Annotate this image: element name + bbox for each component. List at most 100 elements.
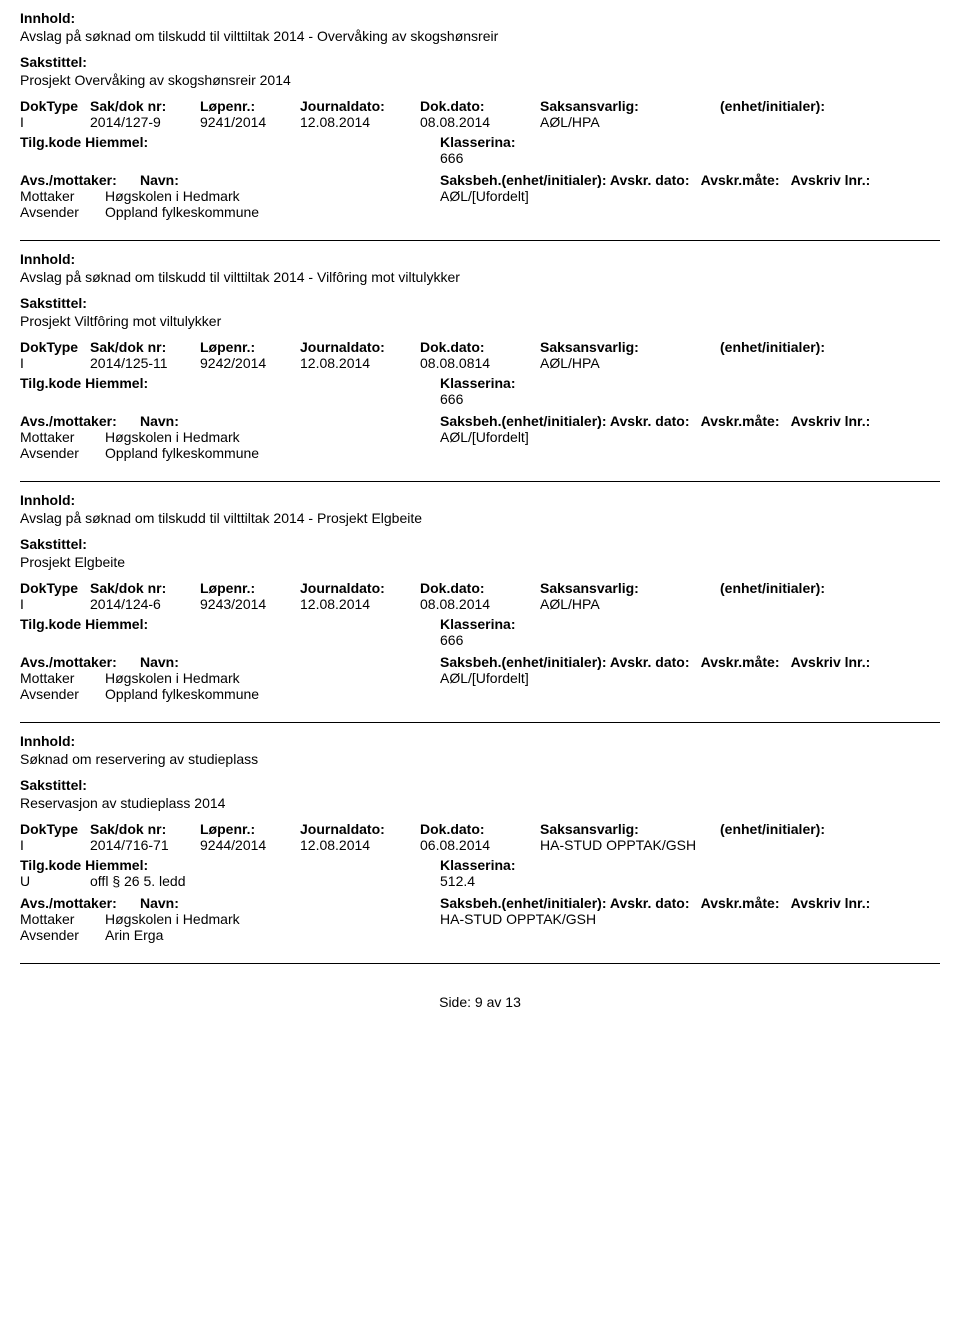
avsender-row: Avsender Oppland fylkeskommune <box>20 204 940 220</box>
value-doktype: I <box>20 837 90 853</box>
header-dokdato: Dok.dato: <box>420 339 540 355</box>
journal-record: Innhold: Avslag på søknad om tilskudd ti… <box>20 481 940 702</box>
header-avskrdato: Avskr. dato: <box>610 413 690 429</box>
avsender-navn: Oppland fylkeskommune <box>105 445 440 461</box>
journal-record: Innhold: Søknad om reservering av studie… <box>20 722 940 943</box>
header-dokdato: Dok.dato: <box>420 580 540 596</box>
avsender-role: Avsender <box>20 204 105 220</box>
mottaker-row: Mottaker Høgskolen i Hedmark HA-STUD OPP… <box>20 911 940 927</box>
header-enhet: (enhet/initialer): <box>720 580 860 596</box>
record-divider <box>20 481 940 482</box>
header-navn: Navn: <box>140 654 340 670</box>
tilg-label: Tilg.kode <box>20 134 81 150</box>
value-dokdato: 06.08.2014 <box>420 837 540 853</box>
value-enhet <box>720 596 860 612</box>
klassering-label: Klasserina: <box>440 616 940 632</box>
sakstittel-label: Sakstittel: <box>20 54 940 70</box>
value-sakdok: 2014/127-9 <box>90 114 200 130</box>
header-doktype: DokType <box>20 339 90 355</box>
mottaker-role: Mottaker <box>20 911 105 927</box>
header-doktype: DokType <box>20 98 90 114</box>
tilg-label: Tilg.kode <box>20 857 81 873</box>
value-klassering: 666 <box>440 391 940 407</box>
value-tilg: U <box>20 873 90 889</box>
header-avskrmate: Avskr.måte: <box>701 654 780 670</box>
header-journaldato: Journaldato: <box>300 98 420 114</box>
value-lopenr: 9241/2014 <box>200 114 300 130</box>
header-avsmot: Avs./mottaker: <box>20 895 140 911</box>
header-saksansvarlig: Saksansvarlig: <box>540 580 720 596</box>
innhold-text: Avslag på søknad om tilskudd til vilttil… <box>20 510 940 526</box>
mottaker-navn: Høgskolen i Hedmark <box>105 670 440 686</box>
value-hjemmel: offl § 26 5. ledd <box>90 873 185 889</box>
value-klassering: 512.4 <box>440 873 940 889</box>
header-navn: Navn: <box>140 895 340 911</box>
tilg-label: Tilg.kode <box>20 616 81 632</box>
header-avskrmate: Avskr.måte: <box>701 413 780 429</box>
footer-total: 13 <box>505 994 521 1010</box>
value-doktype: I <box>20 596 90 612</box>
header-navn: Navn: <box>140 172 340 188</box>
mid-section: Tilg.kode Hiemmel: Klasserina: 666 <box>20 375 940 407</box>
mottaker-role: Mottaker <box>20 429 105 445</box>
value-dokdato: 08.08.0814 <box>420 355 540 371</box>
value-lopenr: 9242/2014 <box>200 355 300 371</box>
header-avskrdato: Avskr. dato: <box>610 654 690 670</box>
columns-data: I 2014/716-71 9244/2014 12.08.2014 06.08… <box>20 837 940 853</box>
klassering-label: Klasserina: <box>440 857 940 873</box>
records-container: Innhold: Avslag på søknad om tilskudd ti… <box>20 10 940 964</box>
innhold-label: Innhold: <box>20 733 940 749</box>
value-journaldato: 12.08.2014 <box>300 837 420 853</box>
header-dokdato: Dok.dato: <box>420 98 540 114</box>
avsender-navn: Arin Erga <box>105 927 440 943</box>
columns-header: DokType Sak/dok nr: Løpenr.: Journaldato… <box>20 580 940 596</box>
value-saksansvarlig: AØL/HPA <box>540 114 720 130</box>
avs-section: Avs./mottaker: Navn: Saksbeh.(enhet/init… <box>20 413 940 461</box>
sakstittel-label: Sakstittel: <box>20 777 940 793</box>
header-enhet: (enhet/initialer): <box>720 339 860 355</box>
header-journaldato: Journaldato: <box>300 580 420 596</box>
record-divider <box>20 963 940 964</box>
sakstittel-text: Reservasjon av studieplass 2014 <box>20 795 940 811</box>
value-doktype: I <box>20 355 90 371</box>
mid-section: Tilg.kode Hiemmel: Klasserina: 666 <box>20 616 940 648</box>
avsender-role: Avsender <box>20 445 105 461</box>
header-avsmot: Avs./mottaker: <box>20 654 140 670</box>
avs-section: Avs./mottaker: Navn: Saksbeh.(enhet/init… <box>20 895 940 943</box>
header-doktype: DokType <box>20 580 90 596</box>
mottaker-role: Mottaker <box>20 188 105 204</box>
mottaker-role: Mottaker <box>20 670 105 686</box>
sakstittel-text: Prosjekt Overvåking av skogshønsreir 201… <box>20 72 940 88</box>
value-sakdok: 2014/125-11 <box>90 355 200 371</box>
header-saksbeh: Saksbeh.(enhet/initialer): <box>440 172 606 188</box>
mottaker-saksbeh: AØL/[Ufordelt] <box>440 670 940 686</box>
footer-of: av <box>487 994 502 1010</box>
tilg-label: Tilg.kode <box>20 375 81 391</box>
header-sakdok: Sak/dok nr: <box>90 98 200 114</box>
innhold-label: Innhold: <box>20 10 940 26</box>
sakstittel-text: Prosjekt Elgbeite <box>20 554 940 570</box>
header-saksansvarlig: Saksansvarlig: <box>540 339 720 355</box>
journal-record: Innhold: Avslag på søknad om tilskudd ti… <box>20 240 940 461</box>
mottaker-saksbeh: HA-STUD OPPTAK/GSH <box>440 911 940 927</box>
mottaker-navn: Høgskolen i Hedmark <box>105 911 440 927</box>
value-enhet <box>720 355 860 371</box>
value-journaldato: 12.08.2014 <box>300 355 420 371</box>
header-saksansvarlig: Saksansvarlig: <box>540 821 720 837</box>
header-saksbeh: Saksbeh.(enhet/initialer): <box>440 413 606 429</box>
klassering-label: Klasserina: <box>440 375 940 391</box>
header-dokdato: Dok.dato: <box>420 821 540 837</box>
page-footer: Side: 9 av 13 <box>20 994 940 1010</box>
header-sakdok: Sak/dok nr: <box>90 821 200 837</box>
header-avskrivlnr: Avskriv lnr.: <box>791 895 871 911</box>
header-saksbeh: Saksbeh.(enhet/initialer): <box>440 895 606 911</box>
header-journaldato: Journaldato: <box>300 339 420 355</box>
avsender-row: Avsender Arin Erga <box>20 927 940 943</box>
innhold-label: Innhold: <box>20 251 940 267</box>
header-navn: Navn: <box>140 413 340 429</box>
value-sakdok: 2014/124-6 <box>90 596 200 612</box>
header-avskrivlnr: Avskriv lnr.: <box>791 654 871 670</box>
columns-header: DokType Sak/dok nr: Løpenr.: Journaldato… <box>20 339 940 355</box>
header-sakdok: Sak/dok nr: <box>90 580 200 596</box>
sakstittel-label: Sakstittel: <box>20 295 940 311</box>
